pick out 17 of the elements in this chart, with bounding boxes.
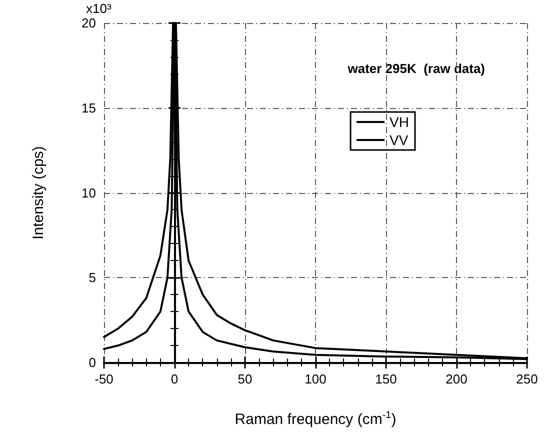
x-tick-label: 100 (304, 372, 326, 386)
legend-label: VH (390, 114, 410, 130)
y-tick-label: 10 (82, 185, 96, 200)
text: x10³ (86, 1, 112, 16)
y-tick-label: 20 (82, 16, 96, 30)
x-tick-label: 200 (446, 372, 468, 386)
x-tick-label: 50 (238, 372, 252, 386)
x-tick-label: 150 (375, 372, 397, 386)
x-tick-label: 250 (516, 372, 538, 386)
y-tick-label: 5 (88, 270, 96, 286)
x-tick-label: 0 (170, 372, 178, 386)
y-tick-label: 0 (88, 355, 96, 370)
y-tick-label: 15 (82, 100, 96, 116)
legend-label: VV (390, 132, 409, 148)
y-axis-title: Intensity (cps) (30, 146, 47, 240)
annotation: water 295K (raw data) (346, 61, 486, 76)
x-tick-label: -50 (94, 372, 114, 386)
